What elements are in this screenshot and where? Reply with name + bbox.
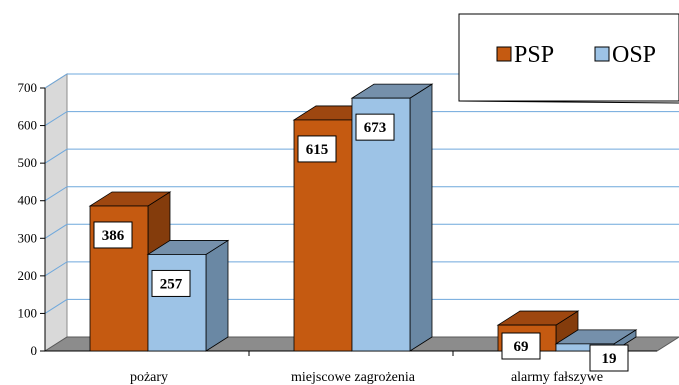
chart-side-wall [44, 73, 68, 352]
data-label: 386 [93, 221, 133, 249]
legend-label-osp: OSP [612, 42, 656, 68]
gridline [44, 223, 679, 239]
y-tick-label: 700 [18, 80, 38, 95]
data-label-text: 673 [364, 120, 387, 136]
data-label-box [355, 113, 395, 141]
y-tick-label: 600 [18, 118, 38, 133]
data-label: 19 [589, 344, 629, 372]
data-label: 69 [501, 332, 541, 360]
data-label: 673 [355, 113, 395, 141]
y-tick-label: 200 [18, 268, 38, 283]
y-tick-label: 300 [18, 230, 38, 245]
x-category-label: alarmy fałszywe [511, 370, 603, 385]
gridline [44, 261, 679, 277]
bar-front-face [147, 254, 207, 352]
y-tick-label: 0 [31, 343, 38, 358]
gridline [44, 298, 679, 314]
data-label-box [501, 332, 541, 360]
data-label-box [93, 221, 133, 249]
gridline [44, 186, 679, 202]
data-label-box [589, 344, 629, 372]
y-tick-label: 400 [18, 193, 38, 208]
bar-side-face [205, 239, 229, 352]
legend-swatch-osp [594, 46, 610, 62]
data-label-text: 19 [602, 351, 617, 367]
data-label: 257 [151, 269, 191, 297]
gridline [44, 148, 679, 164]
data-label-text: 69 [514, 339, 529, 355]
legend-box [458, 13, 679, 102]
data-label-text: 615 [306, 142, 329, 158]
gridline [44, 111, 679, 126]
data-label-box [297, 135, 337, 163]
x-category-label: pożary [130, 370, 168, 385]
legend-label-psp: PSP [514, 42, 554, 68]
bar-side-face [409, 83, 433, 352]
legend-pointer-line [458, 100, 679, 104]
y-tick-label: 500 [18, 155, 38, 170]
data-label-text: 386 [102, 228, 125, 244]
y-tick-label: 100 [18, 305, 38, 320]
legend-swatch-psp [496, 46, 512, 62]
data-label-box [151, 269, 191, 297]
data-label: 615 [297, 135, 337, 163]
x-category-label: miejscowe zagrożenia [291, 370, 416, 385]
data-label-text: 257 [160, 276, 183, 292]
